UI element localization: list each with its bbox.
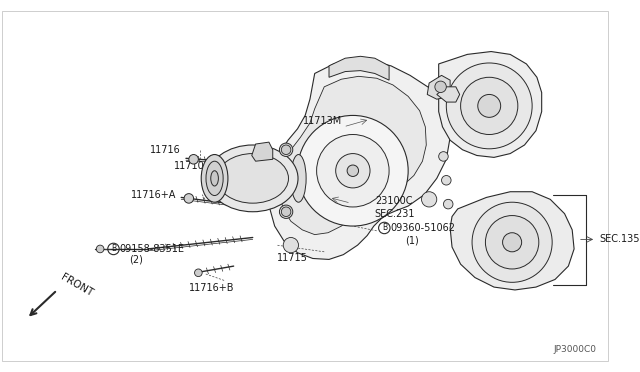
Ellipse shape — [291, 154, 306, 202]
Polygon shape — [269, 60, 450, 259]
Ellipse shape — [280, 143, 292, 157]
Circle shape — [461, 77, 518, 135]
Text: (2): (2) — [129, 254, 143, 264]
Text: SEC.135: SEC.135 — [599, 234, 639, 244]
Polygon shape — [450, 192, 574, 290]
Polygon shape — [329, 56, 389, 80]
Circle shape — [317, 135, 389, 207]
Text: 11713M: 11713M — [303, 116, 342, 126]
Text: FRONT: FRONT — [59, 272, 95, 298]
Ellipse shape — [207, 145, 298, 212]
Circle shape — [478, 94, 500, 117]
Circle shape — [347, 165, 358, 176]
Text: SEC.231: SEC.231 — [375, 209, 415, 219]
Text: JP3000C0: JP3000C0 — [553, 345, 596, 354]
Ellipse shape — [201, 154, 228, 202]
Circle shape — [422, 192, 436, 207]
Text: (1): (1) — [405, 235, 419, 246]
Polygon shape — [428, 76, 450, 99]
Circle shape — [282, 145, 291, 154]
Circle shape — [336, 154, 370, 188]
Text: 11716: 11716 — [150, 145, 181, 155]
Text: 11716+B: 11716+B — [189, 283, 234, 293]
Ellipse shape — [211, 171, 218, 186]
Circle shape — [446, 63, 532, 149]
Circle shape — [485, 215, 539, 269]
Circle shape — [184, 194, 193, 203]
Circle shape — [195, 269, 202, 277]
Text: 09158-8351E: 09158-8351E — [119, 244, 184, 254]
Ellipse shape — [206, 161, 223, 196]
Text: 11715: 11715 — [276, 253, 307, 263]
Polygon shape — [280, 76, 426, 235]
Circle shape — [502, 233, 522, 252]
Circle shape — [438, 152, 448, 161]
Circle shape — [442, 176, 451, 185]
Ellipse shape — [280, 205, 292, 218]
Circle shape — [444, 199, 453, 209]
Text: 23100C: 23100C — [375, 196, 412, 206]
Polygon shape — [436, 87, 460, 102]
Circle shape — [189, 154, 198, 164]
Polygon shape — [438, 52, 541, 157]
Circle shape — [435, 81, 446, 93]
Ellipse shape — [217, 154, 289, 203]
Polygon shape — [252, 142, 273, 161]
Text: B: B — [111, 244, 116, 253]
Text: B: B — [382, 224, 387, 232]
Circle shape — [284, 237, 298, 253]
Text: 11716+A: 11716+A — [131, 190, 177, 200]
Circle shape — [298, 115, 408, 226]
Text: 11710: 11710 — [174, 161, 205, 171]
Circle shape — [282, 207, 291, 217]
Circle shape — [265, 188, 278, 201]
Circle shape — [472, 202, 552, 282]
Text: 09360-51062: 09360-51062 — [390, 223, 455, 233]
Circle shape — [96, 245, 104, 253]
